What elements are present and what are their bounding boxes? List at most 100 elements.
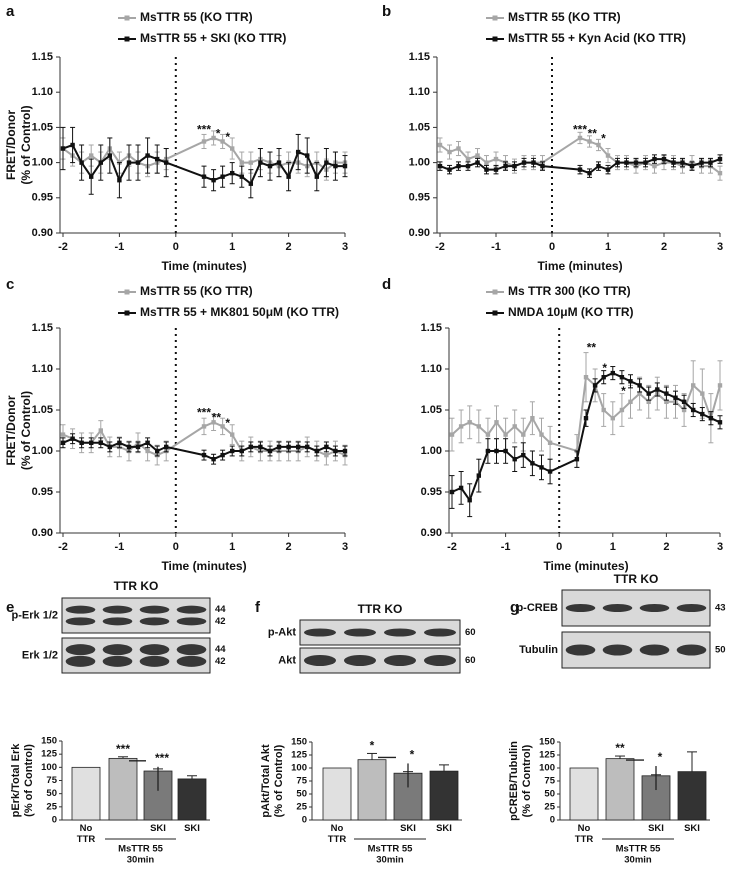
point bbox=[628, 399, 633, 404]
point bbox=[493, 167, 499, 172]
significance: *** bbox=[573, 122, 587, 136]
blot-band bbox=[344, 628, 376, 637]
point bbox=[577, 135, 583, 141]
point bbox=[456, 163, 461, 169]
point bbox=[267, 448, 273, 454]
y-tick-label: 1.05 bbox=[409, 121, 430, 133]
blot-band bbox=[384, 655, 416, 666]
point bbox=[494, 420, 499, 425]
legend-marker bbox=[124, 36, 130, 42]
y-tick-label: 0.95 bbox=[409, 192, 430, 204]
x-label-box: SKI bbox=[400, 823, 416, 834]
x-tick-label: -1 bbox=[501, 541, 511, 553]
group-label: MsTTR 55 bbox=[368, 844, 414, 855]
blot-band bbox=[102, 644, 133, 656]
x-label-box: SKI bbox=[184, 823, 200, 834]
panel-letter: f bbox=[255, 599, 261, 616]
point bbox=[700, 391, 705, 396]
legend-label: NMDA 10μM (KO TTR) bbox=[508, 305, 634, 319]
blot-band bbox=[176, 617, 207, 626]
series-line bbox=[62, 136, 345, 171]
point bbox=[646, 399, 651, 404]
significance: ** bbox=[588, 127, 598, 141]
y-tick-label: 100 bbox=[539, 763, 555, 774]
point bbox=[592, 383, 598, 388]
point bbox=[456, 146, 461, 151]
point bbox=[89, 440, 94, 445]
point bbox=[717, 383, 723, 388]
x-tick-label: 1 bbox=[229, 541, 235, 553]
point bbox=[610, 416, 615, 421]
point bbox=[493, 156, 499, 162]
point bbox=[671, 160, 676, 165]
blot-band bbox=[384, 628, 416, 637]
point bbox=[689, 163, 695, 169]
x-tick-label: 2 bbox=[663, 541, 669, 553]
point bbox=[239, 448, 244, 454]
y-axis-label: pErk/Total Erk bbox=[10, 743, 22, 818]
point bbox=[230, 432, 235, 437]
blot-size: 60 bbox=[465, 627, 476, 638]
point bbox=[691, 407, 696, 413]
point bbox=[484, 167, 489, 172]
x-tick-label: No TTR bbox=[327, 823, 347, 845]
blot-size: 50 bbox=[715, 645, 726, 656]
x-tick-label: SKI bbox=[648, 823, 664, 834]
y-tick-label: 150 bbox=[291, 737, 307, 748]
point bbox=[530, 461, 535, 466]
legend-label: MsTTR 55 (KO TTR) bbox=[140, 10, 253, 24]
point bbox=[98, 440, 103, 445]
blot-title: TTR KO bbox=[114, 579, 159, 593]
panel-letter: e bbox=[6, 599, 14, 616]
group-label: MsTTR 55 bbox=[616, 844, 662, 855]
y-tick-label: 1.10 bbox=[409, 86, 430, 98]
x-axis-label: Time (minutes) bbox=[161, 559, 246, 573]
y-axis-label: pAkt/Total Akt bbox=[260, 744, 272, 818]
point bbox=[596, 163, 601, 169]
significance: * bbox=[658, 750, 663, 764]
point bbox=[637, 391, 642, 396]
y-tick-label: 125 bbox=[291, 750, 308, 761]
point bbox=[437, 142, 443, 148]
point bbox=[324, 452, 329, 458]
blot-band bbox=[602, 604, 633, 612]
blot-band bbox=[139, 605, 170, 614]
x-tick-label: -2 bbox=[447, 541, 457, 553]
blot-label: Akt bbox=[278, 654, 296, 666]
x-tick-label: SKI bbox=[436, 823, 452, 834]
legend-marker bbox=[124, 289, 130, 295]
blot-title: TTR KO bbox=[358, 602, 403, 616]
legend-marker bbox=[492, 36, 498, 42]
point bbox=[521, 160, 527, 165]
point bbox=[230, 170, 235, 176]
point bbox=[503, 432, 508, 437]
group-label: 30min bbox=[624, 855, 652, 866]
y-tick-label: 25 bbox=[296, 802, 307, 813]
significance: *** bbox=[197, 122, 211, 136]
y-tick-label: 0.95 bbox=[421, 486, 442, 498]
y-tick-label: 0.90 bbox=[421, 527, 442, 539]
blot-band bbox=[102, 605, 133, 614]
blot-band bbox=[304, 655, 336, 666]
group-label: 30min bbox=[127, 855, 155, 866]
point bbox=[655, 387, 660, 392]
x-tick-label: 3 bbox=[342, 541, 348, 553]
x-label-box: SKI bbox=[150, 823, 166, 834]
y-tick-label: 50 bbox=[544, 789, 555, 800]
point bbox=[211, 420, 216, 425]
x-tick-label: 0 bbox=[173, 241, 179, 253]
point bbox=[485, 432, 491, 437]
y-axis-label: FRET/Donor bbox=[4, 395, 18, 465]
x-tick-label: -1 bbox=[491, 241, 501, 253]
blot-band bbox=[424, 655, 456, 666]
x-tick-label: 2 bbox=[286, 541, 292, 553]
x-label-box: SKI bbox=[436, 823, 452, 834]
point bbox=[276, 444, 282, 450]
panel-letter: d bbox=[382, 276, 391, 293]
legend-marker bbox=[124, 310, 130, 316]
point bbox=[201, 452, 207, 458]
blot-size: 43 bbox=[715, 603, 726, 614]
point bbox=[521, 452, 526, 458]
x-tick-label: -2 bbox=[435, 241, 445, 253]
